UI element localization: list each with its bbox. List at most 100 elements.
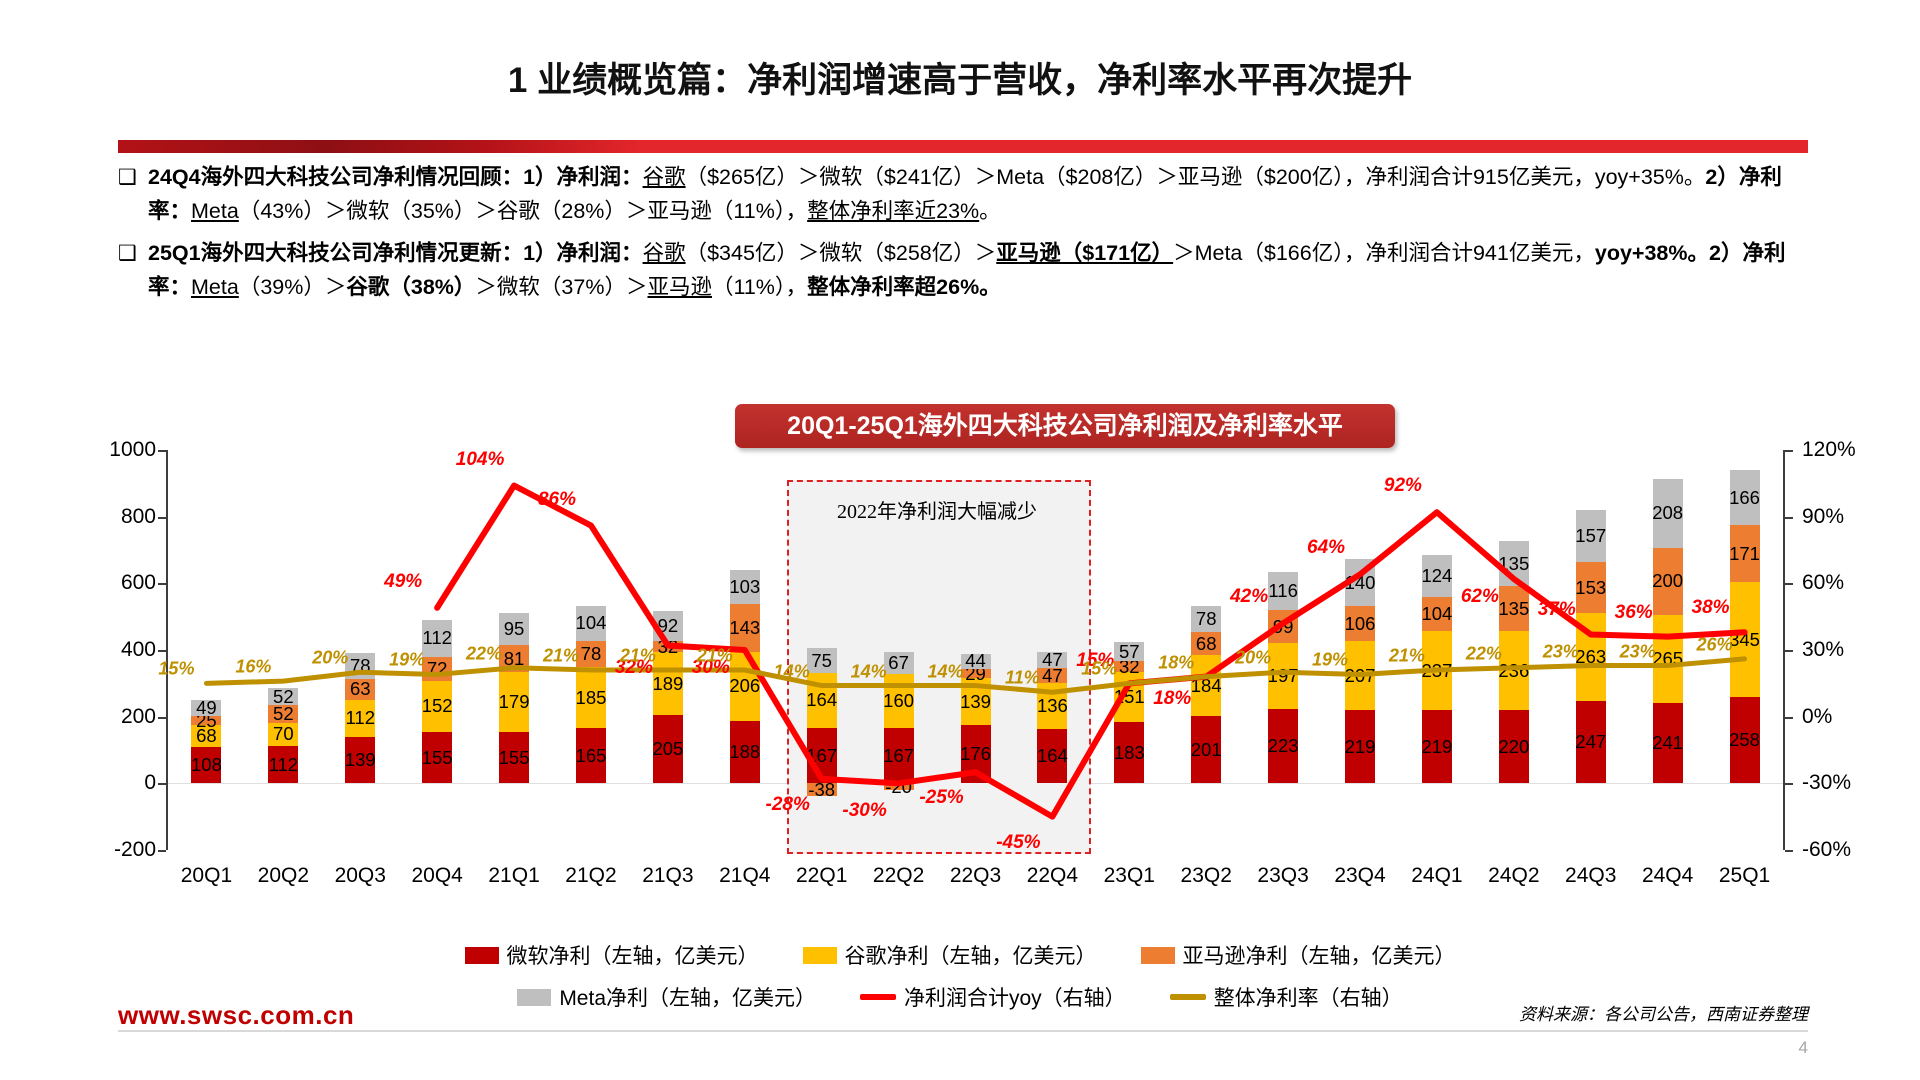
bar-value-label: 197 bbox=[1267, 665, 1299, 687]
bar-group[interactable]: 176 139 29 44 bbox=[960, 410, 991, 850]
legend-microsoft[interactable]: 微软净利（左轴，亿美元） bbox=[464, 940, 759, 970]
bar-value-label: 200 bbox=[1652, 570, 1684, 592]
legend-microsoft-swatch-icon bbox=[464, 946, 499, 964]
brand-url[interactable]: www.swsc.com.cn bbox=[118, 1000, 355, 1030]
bullet-text-segment: 2）净利率： bbox=[148, 241, 1786, 299]
bar-segment-microsoft[interactable] bbox=[345, 737, 376, 784]
x-axis-tick-label: 22Q2 bbox=[872, 864, 925, 887]
bar-group[interactable]: 112 70 52 52 bbox=[268, 410, 299, 850]
yoy-point-label: -25% bbox=[919, 787, 964, 809]
yoy-point-label: 49% bbox=[384, 570, 423, 592]
bar-value-label: 52 bbox=[273, 703, 294, 724]
bar-value-label: 106 bbox=[1344, 612, 1376, 634]
bar-value-label: 112 bbox=[268, 753, 299, 775]
bar-group[interactable]: 155 179 81 95 bbox=[498, 410, 530, 850]
bar-group[interactable]: 205 189 32 92 bbox=[652, 410, 683, 850]
x-axis-tick-label: 21Q1 bbox=[488, 864, 540, 887]
bar-group[interactable]: 108 68 25 49 bbox=[191, 410, 222, 850]
bar-group[interactable]: 188 206 143 103 bbox=[729, 410, 761, 850]
bullet-text-segment: Meta bbox=[191, 199, 239, 223]
bar-group[interactable]: 247 263 153 157 bbox=[1575, 410, 1607, 850]
bar-value-label: 135 bbox=[1498, 552, 1530, 574]
y-axis-left-tick-mark bbox=[158, 716, 166, 719]
bar-value-label: 167 bbox=[806, 744, 838, 766]
y-axis-right-tick-label: 90% bbox=[1802, 504, 1845, 528]
legend-row-2: Meta净利（左轴，亿美元） 净利润合计yoy（右轴） 整体净利率（右轴） bbox=[110, 982, 1810, 1012]
bar-segment-google[interactable] bbox=[191, 724, 222, 748]
bar-value-label: 164 bbox=[1036, 745, 1068, 766]
bar-group[interactable]: 183 151 32 57 bbox=[1114, 410, 1145, 850]
bar-value-label: 263 bbox=[1575, 646, 1607, 668]
bar-group[interactable]: 219 237 104 124 bbox=[1421, 410, 1453, 850]
bar-segment-microsoft[interactable] bbox=[191, 747, 222, 784]
bar-value-label: 206 bbox=[729, 675, 761, 697]
yoy-point-label: 36% bbox=[1614, 601, 1653, 623]
bullet-text-segment: ＞Meta（$166亿），净利润合计941亿美元， bbox=[1173, 241, 1595, 265]
bar-value-label: 265 bbox=[1652, 647, 1684, 669]
bar-value-label: 247 bbox=[1575, 731, 1607, 753]
bar-group[interactable]: 220 236 135 135 bbox=[1498, 410, 1530, 850]
bullet-text-segment: ＞微软（37%）＞ bbox=[475, 275, 648, 299]
legend-meta-swatch-icon bbox=[517, 988, 552, 1006]
margin-point-label: 11% bbox=[1005, 667, 1040, 688]
bar-value-label: 81 bbox=[503, 647, 525, 669]
x-axis-tick-label: 25Q1 bbox=[1718, 864, 1771, 887]
bar-segment-amazon[interactable] bbox=[268, 705, 299, 723]
x-axis-tick-label: 21Q3 bbox=[642, 864, 694, 887]
x-axis-tick-label: 24Q4 bbox=[1641, 864, 1694, 887]
bar-segment-google[interactable] bbox=[268, 722, 299, 746]
margin-point-label: 23% bbox=[1542, 641, 1579, 662]
margin-point-label: 20% bbox=[312, 647, 349, 668]
bar-group[interactable]: 219 207 106 140 bbox=[1345, 410, 1375, 850]
bar-value-label: 108 bbox=[191, 754, 222, 776]
bar-group[interactable]: 139 112 63 78 bbox=[345, 410, 376, 850]
bar-group[interactable]: 223 197 99 116 bbox=[1267, 410, 1299, 850]
bar-group[interactable]: 167 164 -38 75 bbox=[806, 410, 838, 850]
bar-group[interactable]: 167 160 -20 67 bbox=[883, 410, 914, 850]
bullet-text-segment: yoy+38%。 bbox=[1594, 241, 1709, 265]
yoy-point-label: -30% bbox=[842, 800, 887, 822]
bar-value-label: 165 bbox=[575, 744, 607, 766]
bar-group[interactable]: 164 136 47 47 bbox=[1036, 410, 1068, 850]
bullet-text-segment: 亚马逊 bbox=[647, 275, 712, 299]
bar-group[interactable]: 201 184 68 78 bbox=[1191, 410, 1222, 850]
bar-value-label: 135 bbox=[1498, 597, 1530, 619]
legend-margin[interactable]: 整体净利率（右轴） bbox=[1169, 982, 1403, 1012]
bar-value-label: 67 bbox=[888, 652, 909, 674]
bar-value-label: 219 bbox=[1421, 735, 1453, 757]
bar-segment-meta[interactable] bbox=[191, 700, 222, 717]
bar-group[interactable]: 165 185 78 104 bbox=[576, 410, 606, 850]
legend-yoy[interactable]: 净利润合计yoy（右轴） bbox=[860, 982, 1126, 1012]
legend-meta-label: Meta净利（左轴，亿美元） bbox=[559, 987, 816, 1010]
bar-segment-google[interactable] bbox=[345, 699, 376, 737]
bar-value-label: 57 bbox=[1119, 640, 1140, 662]
bar-value-label: 185 bbox=[575, 686, 607, 708]
legend-microsoft-label: 微软净利（左轴，亿美元） bbox=[506, 945, 759, 968]
legend-row-1: 微软净利（左轴，亿美元） 谷歌净利（左轴，亿美元） 亚马逊净利（左轴，亿美元） bbox=[110, 940, 1810, 970]
bar-value-label: 241 bbox=[1652, 732, 1684, 754]
chart-container: 20Q1-25Q1海外四大科技公司净利润及净利率水平 1000 800 600 400… bbox=[109, 404, 1856, 930]
bar-value-label: 166 bbox=[1729, 486, 1760, 508]
bar-value-label: 220 bbox=[1498, 735, 1530, 757]
bar-group[interactable]: 155 152 72 112 bbox=[422, 410, 453, 850]
y-axis-right-tick-mark bbox=[1785, 783, 1793, 786]
bar-value-label: -20 bbox=[885, 775, 912, 797]
bar-group[interactable]: 258 345 171 166 bbox=[1729, 410, 1760, 850]
y-axis-right-tick-label: -60% bbox=[1802, 838, 1852, 861]
legend-amazon-swatch-icon bbox=[1140, 946, 1175, 964]
bullet-marker-icon: ❑ bbox=[118, 241, 137, 265]
bar-segment-amazon[interactable] bbox=[191, 716, 222, 725]
bar-value-label: 179 bbox=[498, 690, 530, 712]
x-axis-tick-label: 20Q1 bbox=[180, 864, 233, 887]
legend-amazon[interactable]: 亚马逊净利（左轴，亿美元） bbox=[1140, 940, 1456, 970]
bar-segment-microsoft[interactable] bbox=[268, 746, 299, 784]
legend-meta[interactable]: Meta净利（左轴，亿美元） bbox=[517, 982, 816, 1012]
margin-point-label: 18% bbox=[1158, 652, 1195, 673]
bar-value-label: 208 bbox=[1652, 502, 1684, 524]
bar-value-label: 92 bbox=[657, 615, 679, 636]
y-axis-left: 1000 800 600 400 200 0 -200 bbox=[109, 438, 168, 861]
bar-group[interactable]: 241 265 200 208 bbox=[1652, 410, 1684, 850]
bullet-text-segment: Meta bbox=[191, 275, 239, 299]
bar-value-label: 237 bbox=[1421, 659, 1453, 681]
legend-google[interactable]: 谷歌净利（左轴，亿美元） bbox=[802, 940, 1097, 970]
